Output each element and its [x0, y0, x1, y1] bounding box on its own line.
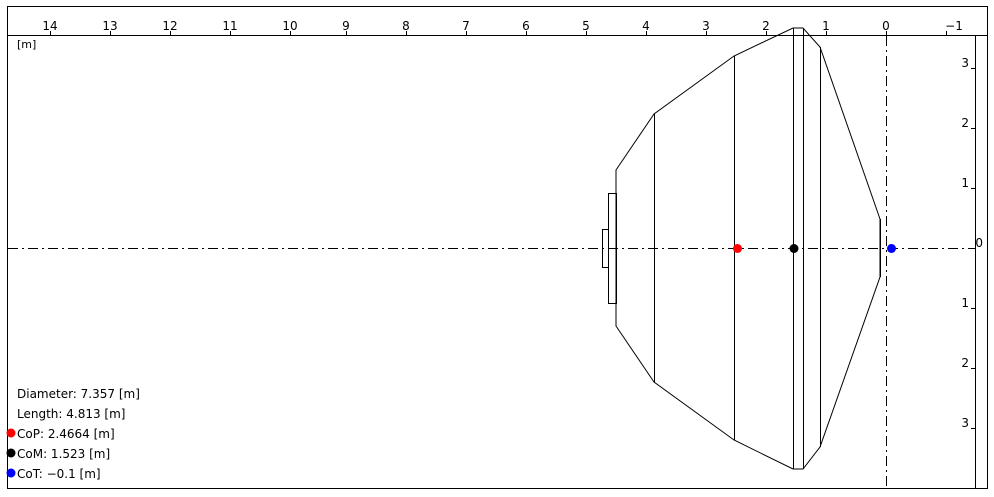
- com-text: CoM: 1.523 [m]: [17, 447, 110, 461]
- cop-marker: [733, 244, 742, 253]
- length-text: Length: 4.813 [m]: [17, 407, 125, 421]
- cop-legend-dot: [6, 428, 16, 438]
- x-tick-label: 4: [642, 19, 650, 33]
- y-tick-label: 3: [961, 416, 969, 430]
- x-tick-label: 11: [222, 19, 237, 33]
- com-legend-dot: [6, 448, 16, 458]
- x-tick-label: 10: [282, 19, 297, 33]
- x-tick-label: 9: [342, 19, 350, 33]
- x-tick-label: 14: [42, 19, 57, 33]
- x-tick-label: 3: [702, 19, 710, 33]
- cot-text: CoT: −0.1 [m]: [17, 467, 101, 481]
- diameter-text: Diameter: 7.357 [m]: [17, 387, 140, 401]
- com-marker: [789, 244, 799, 253]
- cot-legend-dot: [6, 468, 16, 478]
- rocket-outline[interactable]: [615, 27, 881, 470]
- x-tick-label: 0: [882, 19, 890, 33]
- unit-label: [m]: [17, 38, 36, 51]
- x-tick-label: 1: [822, 19, 830, 33]
- x-tick-label: 8: [402, 19, 410, 33]
- tail-component[interactable]: [602, 229, 609, 268]
- x-tick-label: 13: [102, 19, 117, 33]
- x-tick-label: 2: [762, 19, 770, 33]
- x-tick-labels: 14 13 12 11 10 9 8 7 6 5 4 3 2 1 0 −1: [42, 19, 962, 33]
- x-tick-label: −1: [945, 19, 963, 33]
- cot-marker: [887, 244, 896, 253]
- y-tick-labels: 3 2 1 0 1 2 3: [961, 56, 983, 430]
- y-tick-label: 1: [961, 296, 969, 310]
- y-tick-label: 0: [975, 236, 983, 250]
- x-tick-label: 7: [462, 19, 470, 33]
- y-tick-label: 3: [961, 56, 969, 70]
- canvas-frame: [7, 6, 988, 489]
- y-tick-label: 2: [961, 356, 969, 370]
- y-tick-label: 2: [961, 116, 969, 130]
- info-legend: Diameter: 7.357 [m] Length: 4.813 [m] Co…: [6, 387, 140, 481]
- y-tick-label: 1: [961, 176, 969, 190]
- x-tick-label: 12: [162, 19, 177, 33]
- x-tick-label: 6: [522, 19, 530, 33]
- top-ruler-ticks: [50, 31, 947, 35]
- cop-text: CoP: 2.4664 [m]: [17, 427, 115, 441]
- x-tick-label: 5: [582, 19, 590, 33]
